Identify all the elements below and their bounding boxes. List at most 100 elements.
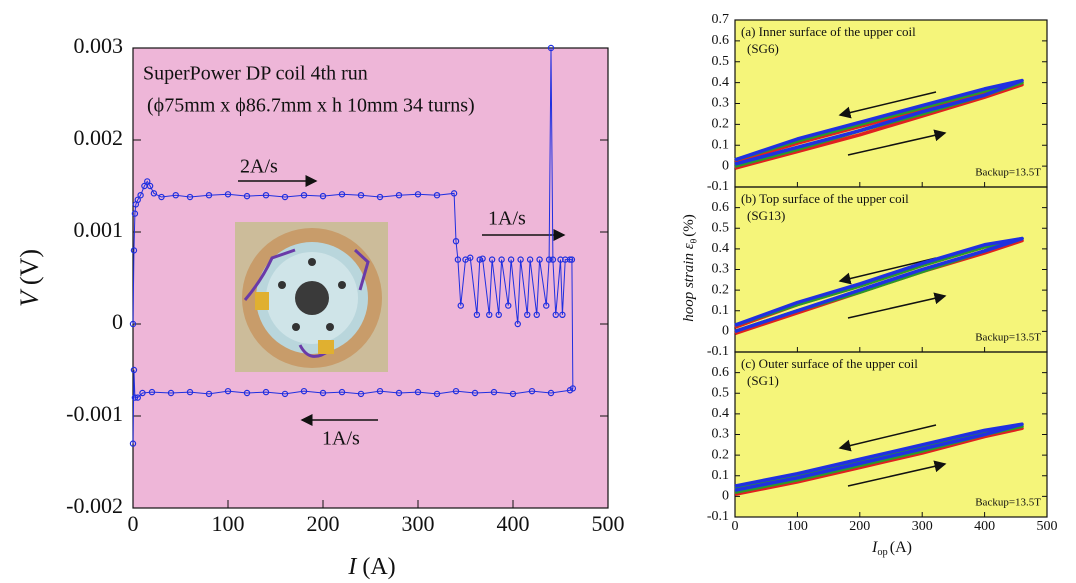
annotation: SuperPower DP coil 4th run — [143, 63, 368, 85]
panel-sensor: (SG13) — [747, 208, 785, 223]
y-tick-label: 0 — [722, 324, 729, 339]
data-point — [452, 387, 460, 395]
data-point — [224, 387, 232, 395]
y-tick-label: 0.002 — [74, 125, 124, 150]
data-point — [543, 302, 550, 309]
y-tick-label: 0.6 — [712, 33, 730, 48]
plot-layer: -0.002 -0.001 0 0.001 0.002 0.003 0 100 200 300 40… — [15, 12, 1058, 579]
panel-title: (b) Top surface of the upper coil — [741, 191, 909, 206]
data-point — [486, 311, 493, 318]
data-point — [167, 389, 175, 397]
data-point — [414, 388, 422, 396]
y-tick-label: 0.3 — [712, 262, 730, 277]
data-point — [205, 390, 213, 398]
data-point — [243, 389, 251, 397]
x-tick-label: 300 — [912, 519, 933, 534]
y-tick-label: 0.3 — [712, 96, 730, 111]
axis-label-symbol: hoop strain ε — [681, 243, 697, 322]
data-point — [524, 311, 531, 318]
data-point — [452, 237, 460, 245]
axis-label-unit: (A) — [890, 539, 912, 556]
data-point — [139, 389, 146, 397]
data-point — [186, 388, 194, 396]
y-tick-label: 0.1 — [712, 468, 730, 483]
panel-sensor: (SG6) — [747, 41, 779, 56]
panel-note: Backup=13.5T — [975, 332, 1041, 344]
data-point — [473, 311, 481, 318]
data-point — [243, 192, 251, 200]
y-tick-label: -0.001 — [66, 401, 123, 426]
strain-line — [734, 424, 1024, 494]
data-point — [433, 191, 441, 199]
axis-label-subscript: op — [877, 547, 887, 558]
y-tick-label: 0.7 — [712, 12, 730, 27]
data-point — [129, 440, 137, 447]
data-point — [498, 256, 505, 263]
x-tick-label: 0 — [128, 511, 139, 536]
data-point — [467, 254, 474, 261]
annotation: 2A/s — [240, 156, 278, 178]
arrow — [847, 292, 947, 319]
data-point — [148, 388, 156, 396]
y-tick-label: -0.1 — [707, 509, 729, 524]
data-point — [517, 256, 524, 263]
data-point — [536, 256, 543, 263]
panel-note: Backup=13.5T — [975, 497, 1041, 509]
axis-label-symbol: I — [871, 539, 878, 556]
axis-label-unit: (A) — [362, 554, 395, 580]
data-point — [471, 389, 479, 397]
panel-note: Backup=13.5T — [975, 167, 1041, 179]
y-tick-label: 0.1 — [712, 303, 730, 318]
data-point — [137, 191, 144, 199]
data-point — [357, 390, 365, 398]
plot-frame — [132, 47, 609, 509]
x-tick-label: 500 — [1037, 519, 1058, 534]
data-point — [547, 44, 555, 52]
y-tick-label: 0 — [722, 158, 729, 173]
data-point — [476, 256, 483, 263]
data-point — [186, 193, 194, 201]
data-point — [457, 302, 464, 309]
axis-label-unit: (%) — [681, 214, 697, 237]
data-point — [526, 256, 534, 263]
data-point — [150, 190, 158, 197]
data-point — [505, 302, 512, 309]
data-point — [507, 256, 515, 263]
data-point — [130, 366, 138, 374]
annotation: 1A/s — [488, 208, 526, 230]
data-point — [281, 390, 289, 398]
x-tick-label: 400 — [974, 519, 995, 534]
y-tick-label: 0.4 — [712, 241, 730, 256]
data-point — [488, 256, 496, 263]
y-tick-label: 0.1 — [712, 137, 730, 152]
data-point — [262, 388, 270, 396]
data-point — [509, 390, 517, 398]
x-tick-label: 200 — [849, 519, 870, 534]
data-point — [450, 190, 458, 197]
x-tick-label: 500 — [592, 511, 625, 536]
y-tick-label: 0.4 — [712, 406, 730, 421]
data-point — [514, 320, 521, 328]
data-point — [566, 387, 574, 394]
data-point — [395, 191, 403, 199]
data-point — [552, 311, 559, 318]
data-point — [376, 193, 384, 201]
arrow — [838, 424, 937, 452]
data-point — [146, 182, 154, 190]
data-point — [129, 320, 137, 328]
data-point — [338, 191, 346, 198]
x-tick-label: 200 — [307, 511, 340, 536]
y-tick-label: -0.002 — [66, 493, 123, 518]
coil-photo — [235, 222, 388, 372]
arrow — [838, 91, 937, 119]
x-tick-label: 300 — [402, 511, 435, 536]
y-tick-label: 0.5 — [712, 385, 730, 400]
data-point — [300, 191, 308, 199]
y-tick-label: 0.5 — [712, 54, 730, 69]
data-point — [376, 387, 384, 395]
data-point — [281, 193, 289, 201]
axis-label-symbol: V — [15, 288, 44, 307]
panel-title: (a) Inner surface of the upper coil — [741, 24, 916, 39]
annotation: 1A/s — [322, 428, 360, 450]
